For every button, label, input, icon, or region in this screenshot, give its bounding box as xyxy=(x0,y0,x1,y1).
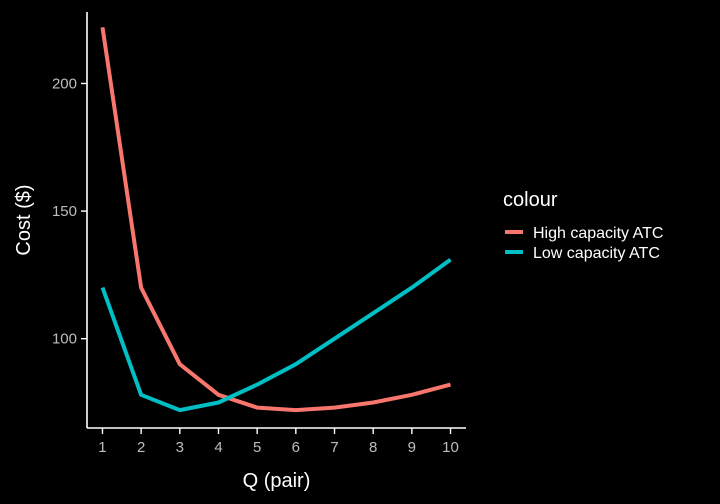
legend-label-low-capacity: Low capacity ATC xyxy=(533,245,660,262)
x-tick-label: 6 xyxy=(292,439,300,456)
x-tick-label: 2 xyxy=(137,439,145,456)
series-line-low-capacity xyxy=(100,257,452,413)
x-tick-label: 4 xyxy=(214,439,222,456)
x-tick-label: 9 xyxy=(408,439,416,456)
x-tick-label: 10 xyxy=(442,439,459,456)
y-tick-label: 200 xyxy=(52,75,77,92)
legend-title: colour xyxy=(503,189,558,211)
x-axis-ticks: 1 2 3 4 5 6 7 8 9 10 xyxy=(98,428,459,456)
series-layer xyxy=(100,27,452,413)
legend: colour High capacity ATC Low capacity ATC xyxy=(503,189,663,262)
y-tick-label: 150 xyxy=(52,203,77,220)
legend-items: High capacity ATC Low capacity ATC xyxy=(505,225,663,262)
legend-label-high-capacity: High capacity ATC xyxy=(533,225,663,242)
y-tick-label: 100 xyxy=(52,331,77,348)
series-line-high-capacity xyxy=(100,27,452,413)
y-axis-ticks: 100 150 200 xyxy=(52,75,87,348)
x-tick-label: 8 xyxy=(369,439,377,456)
x-axis-title: Q (pair) xyxy=(243,470,311,492)
x-tick-label: 7 xyxy=(330,439,338,456)
y-axis-title: Cost ($) xyxy=(13,184,35,255)
x-tick-label: 5 xyxy=(253,439,261,456)
x-tick-label: 1 xyxy=(98,439,106,456)
x-tick-label: 3 xyxy=(176,439,184,456)
